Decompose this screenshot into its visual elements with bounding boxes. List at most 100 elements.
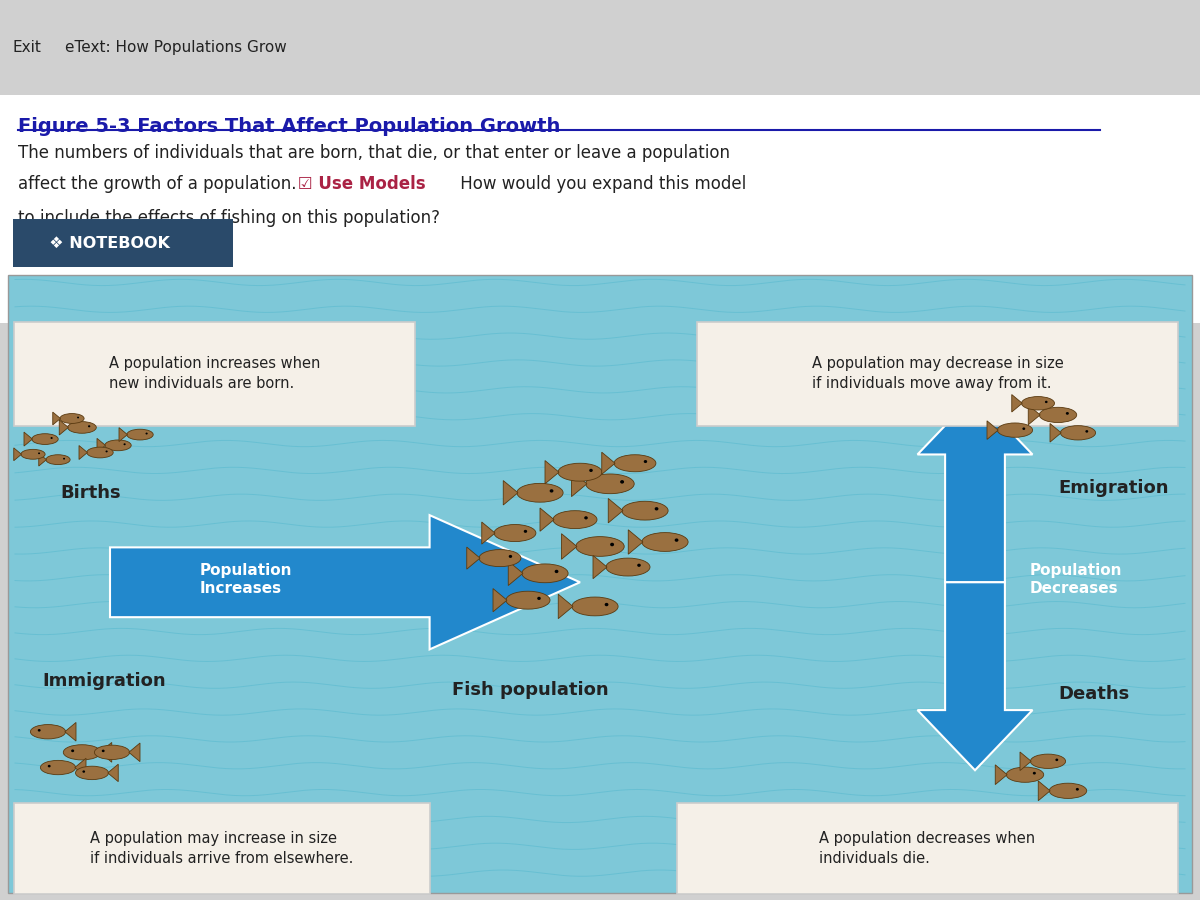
Text: ☑ Use Models: ☑ Use Models bbox=[292, 176, 426, 194]
Text: Population
Decreases: Population Decreases bbox=[1030, 562, 1122, 597]
Ellipse shape bbox=[20, 449, 46, 459]
Text: ❖ NOTEBOOK: ❖ NOTEBOOK bbox=[38, 236, 170, 250]
Polygon shape bbox=[918, 394, 1032, 582]
Polygon shape bbox=[558, 594, 572, 618]
Polygon shape bbox=[97, 438, 106, 453]
Ellipse shape bbox=[1007, 767, 1044, 782]
Ellipse shape bbox=[30, 724, 66, 739]
FancyBboxPatch shape bbox=[14, 804, 430, 894]
Text: A population may increase in size
if individuals arrive from elsewhere.: A population may increase in size if ind… bbox=[90, 831, 354, 866]
Ellipse shape bbox=[38, 453, 40, 454]
Ellipse shape bbox=[102, 750, 104, 752]
Text: Figure 5-3 Factors That Affect Population Growth: Figure 5-3 Factors That Affect Populatio… bbox=[18, 117, 560, 136]
Ellipse shape bbox=[60, 414, 84, 423]
Ellipse shape bbox=[642, 533, 688, 552]
Polygon shape bbox=[108, 764, 119, 781]
Polygon shape bbox=[79, 446, 88, 460]
Text: A population increases when
new individuals are born.: A population increases when new individu… bbox=[109, 356, 320, 392]
Polygon shape bbox=[119, 428, 127, 442]
Ellipse shape bbox=[620, 480, 624, 483]
Ellipse shape bbox=[124, 444, 126, 446]
Ellipse shape bbox=[655, 507, 659, 510]
Ellipse shape bbox=[614, 454, 656, 472]
Ellipse shape bbox=[1055, 759, 1058, 761]
Polygon shape bbox=[1020, 752, 1031, 770]
Ellipse shape bbox=[997, 423, 1032, 437]
Ellipse shape bbox=[553, 510, 598, 528]
Ellipse shape bbox=[586, 474, 635, 494]
Ellipse shape bbox=[1049, 783, 1087, 798]
Ellipse shape bbox=[576, 536, 624, 556]
Ellipse shape bbox=[41, 760, 76, 775]
Ellipse shape bbox=[77, 417, 79, 419]
Polygon shape bbox=[918, 582, 1032, 770]
Ellipse shape bbox=[1076, 788, 1079, 791]
Text: Immigration: Immigration bbox=[42, 671, 166, 689]
Ellipse shape bbox=[106, 451, 108, 453]
Ellipse shape bbox=[1045, 400, 1048, 403]
Ellipse shape bbox=[606, 558, 650, 576]
FancyBboxPatch shape bbox=[0, 94, 1200, 323]
Polygon shape bbox=[110, 515, 580, 650]
Ellipse shape bbox=[64, 458, 65, 460]
Ellipse shape bbox=[558, 464, 602, 482]
Ellipse shape bbox=[554, 570, 558, 573]
Polygon shape bbox=[540, 508, 554, 531]
Ellipse shape bbox=[127, 429, 154, 440]
Ellipse shape bbox=[538, 597, 541, 600]
Ellipse shape bbox=[1085, 430, 1088, 433]
Polygon shape bbox=[467, 547, 480, 569]
Text: How would you expand this model: How would you expand this model bbox=[455, 176, 746, 194]
Text: Fish population: Fish population bbox=[451, 680, 608, 698]
Ellipse shape bbox=[86, 447, 113, 458]
Text: The numbers of individuals that are born, that die, or that enter or leave a pop: The numbers of individuals that are born… bbox=[18, 144, 730, 162]
Polygon shape bbox=[629, 530, 643, 554]
Ellipse shape bbox=[517, 483, 563, 502]
Ellipse shape bbox=[589, 469, 593, 472]
Ellipse shape bbox=[1066, 412, 1069, 415]
Polygon shape bbox=[481, 522, 496, 544]
Ellipse shape bbox=[1033, 772, 1036, 775]
Text: eText: How Populations Grow: eText: How Populations Grow bbox=[65, 40, 287, 55]
Polygon shape bbox=[995, 765, 1007, 785]
FancyBboxPatch shape bbox=[697, 322, 1178, 426]
Ellipse shape bbox=[622, 501, 668, 520]
Ellipse shape bbox=[76, 766, 108, 779]
Ellipse shape bbox=[506, 591, 550, 609]
FancyBboxPatch shape bbox=[8, 275, 1192, 893]
Ellipse shape bbox=[1061, 426, 1096, 440]
Polygon shape bbox=[24, 432, 32, 446]
Polygon shape bbox=[65, 723, 76, 741]
Ellipse shape bbox=[88, 425, 90, 427]
Ellipse shape bbox=[509, 555, 512, 558]
Text: affect the growth of a population.: affect the growth of a population. bbox=[18, 176, 296, 194]
Polygon shape bbox=[503, 481, 518, 505]
Text: Exit: Exit bbox=[12, 40, 41, 55]
Ellipse shape bbox=[1021, 397, 1055, 410]
Text: to include the effects of fishing on this population?: to include the effects of fishing on thi… bbox=[18, 209, 440, 227]
Polygon shape bbox=[571, 471, 587, 497]
Ellipse shape bbox=[1022, 428, 1025, 430]
Ellipse shape bbox=[550, 490, 553, 492]
Polygon shape bbox=[1012, 394, 1022, 412]
Ellipse shape bbox=[67, 421, 96, 433]
Polygon shape bbox=[13, 448, 22, 461]
Polygon shape bbox=[562, 534, 577, 559]
Ellipse shape bbox=[104, 440, 131, 451]
Polygon shape bbox=[38, 454, 47, 466]
FancyBboxPatch shape bbox=[13, 219, 233, 267]
Polygon shape bbox=[593, 555, 607, 579]
Ellipse shape bbox=[584, 517, 588, 519]
Text: A population decreases when
individuals die.: A population decreases when individuals … bbox=[820, 831, 1036, 866]
Ellipse shape bbox=[95, 745, 130, 760]
Polygon shape bbox=[128, 743, 140, 761]
Polygon shape bbox=[608, 499, 623, 523]
Ellipse shape bbox=[64, 744, 101, 760]
Polygon shape bbox=[545, 461, 559, 484]
Polygon shape bbox=[1038, 781, 1050, 801]
Ellipse shape bbox=[572, 597, 618, 616]
Ellipse shape bbox=[71, 750, 74, 752]
Ellipse shape bbox=[637, 563, 641, 567]
Polygon shape bbox=[74, 758, 86, 777]
Polygon shape bbox=[53, 412, 60, 425]
